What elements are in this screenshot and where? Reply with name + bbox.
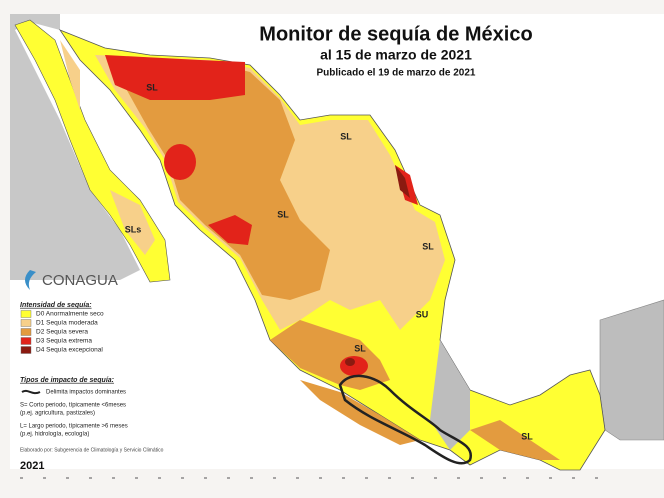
impact-swatch	[21, 389, 41, 395]
legend-swatch	[20, 337, 32, 345]
legend-label: D1 Sequía moderada	[36, 320, 98, 327]
credit: Elaborado por: Subgerencia de Climatolog…	[20, 447, 164, 453]
published: Publicado el 19 de marzo de 2021	[317, 68, 476, 79]
legend-box	[16, 296, 176, 456]
legend-label: D3 Sequía extrema	[36, 338, 92, 345]
impact-label: L= Largo periodo, típicamente >6 meses	[20, 424, 128, 430]
impact-label: (p.ej. agricultura, pastizales)	[20, 411, 95, 417]
legend: Intensidad de sequía: Tipos de impacto d…	[16, 296, 176, 456]
impact-boundary	[338, 374, 472, 465]
legend-swatch	[20, 346, 32, 354]
logo-icon	[25, 270, 36, 290]
d4-michoacan	[345, 358, 355, 366]
subtitle: al 15 de marzo de 2021	[320, 47, 472, 63]
d2-chiapas	[470, 420, 560, 460]
impact-label: (p.ej. hidrología, ecología)	[20, 432, 89, 438]
region-label: SL	[422, 241, 434, 251]
impact-title: Tipos de impacto de sequía:	[20, 377, 114, 384]
region-label: SL	[146, 82, 158, 92]
legend-swatch	[20, 328, 32, 336]
legend-swatch	[20, 319, 32, 327]
logo-text: CONAGUA	[42, 272, 118, 289]
region-label: SL	[340, 131, 352, 141]
d3-sonora	[164, 144, 196, 180]
year: 2021	[20, 460, 44, 472]
d4-tamaulipas	[395, 165, 410, 198]
region-label: SL	[277, 209, 289, 219]
baja-d1	[60, 40, 80, 110]
region-label: SL	[354, 343, 366, 353]
impact-label: Delimita impactos dominantes	[46, 390, 126, 396]
no-drought-gulf	[430, 340, 470, 450]
legend-label: D2 Sequía severa	[36, 329, 88, 336]
region-label: SL	[521, 431, 533, 441]
d3-sinaloa	[208, 215, 252, 245]
region-label: SU	[416, 309, 429, 319]
legend-label: D0 Anormalmente seco	[36, 311, 104, 318]
d2-area	[110, 60, 330, 300]
region-label: SLs	[125, 224, 142, 234]
legend-label: D4 Sequía excepcional	[36, 347, 103, 354]
title: Monitor de sequía de México	[259, 23, 532, 45]
d2-guerrero	[300, 380, 420, 445]
central-america	[599, 299, 664, 441]
impact-label: S= Corto periodo, típicamente <6meses	[20, 403, 126, 409]
baja-d1-south	[110, 190, 155, 255]
d3-michoacan	[340, 356, 368, 376]
legend-title: Intensidad de sequía:	[20, 302, 92, 309]
usa-west	[10, 14, 140, 280]
d3-north	[105, 55, 245, 100]
legend-swatch	[20, 310, 32, 318]
